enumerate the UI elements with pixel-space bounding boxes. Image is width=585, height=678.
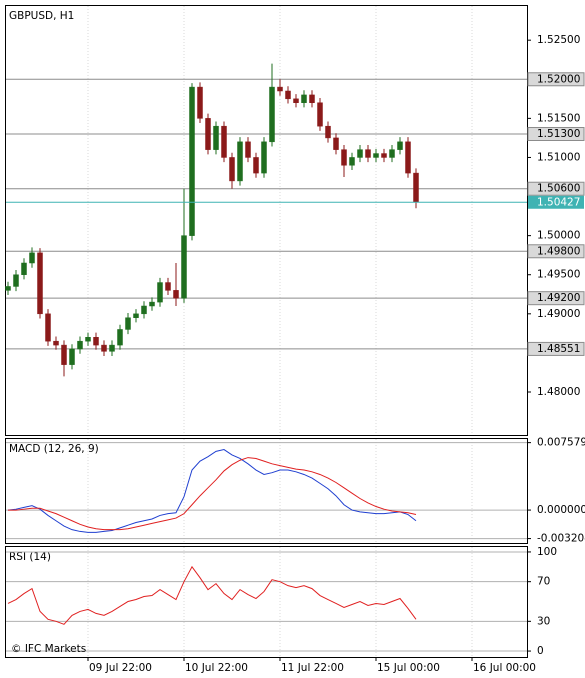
candle-body <box>13 274 19 287</box>
candle-body <box>117 329 123 346</box>
candle-body <box>221 125 227 158</box>
y-tick-label: 0 <box>537 645 544 657</box>
candle-body <box>189 86 195 236</box>
candle-body <box>389 149 395 158</box>
candle-body <box>181 235 187 299</box>
price-panel <box>5 5 528 436</box>
candle-body <box>317 102 323 127</box>
series-line <box>7 449 417 533</box>
level-label: 1.49200 <box>537 292 580 304</box>
candle-body <box>341 149 347 166</box>
level-label-box <box>527 291 585 306</box>
candle-body <box>333 137 339 150</box>
candle-body <box>61 344 67 365</box>
candle-body <box>405 141 411 174</box>
candle-body <box>293 98 299 103</box>
watermark: © IFC Markets <box>11 643 86 655</box>
candle-body <box>45 313 51 342</box>
y-tick-label: 0.007579 <box>537 437 585 449</box>
candle-body <box>157 282 163 303</box>
level-label: 1.52000 <box>537 73 580 85</box>
candle-body <box>109 344 115 352</box>
level-label-box <box>527 341 585 356</box>
macd-panel <box>5 438 528 544</box>
x-tick-label: 16 Jul 00:00 <box>473 662 536 674</box>
y-tick-label: 1.50000 <box>537 230 580 242</box>
level-label: 1.48551 <box>537 343 580 355</box>
candle-body <box>141 305 147 315</box>
x-tick-label: 09 Jul 22:00 <box>89 662 152 674</box>
candle-body <box>133 313 139 318</box>
candle-body <box>173 290 179 299</box>
y-tick-label: 1.49000 <box>537 308 580 320</box>
candle-body <box>365 149 371 158</box>
candle-body <box>277 86 283 92</box>
candle-body <box>413 172 419 203</box>
candle-body <box>285 90 291 100</box>
candle-body <box>373 153 379 158</box>
series-line <box>8 457 417 531</box>
level-label: 1.51300 <box>537 128 580 140</box>
level-label-box <box>527 72 585 87</box>
candle-body <box>357 149 363 158</box>
y-tick-label: 0.000000 <box>537 504 585 516</box>
panel-title: GBPUSD, H1 <box>9 10 74 22</box>
candle-body <box>309 94 315 103</box>
y-tick-label: 70 <box>537 576 550 588</box>
y-tick-label: 1.52500 <box>537 34 580 46</box>
y-tick-label: -0.003204 <box>537 533 585 545</box>
x-tick-label: 10 Jul 22:00 <box>185 662 248 674</box>
level-label: 1.50600 <box>537 183 580 195</box>
candle-body <box>349 157 355 166</box>
y-tick-label: 1.48000 <box>537 386 580 398</box>
candle-body <box>29 252 35 264</box>
candle-body <box>301 94 307 103</box>
level-label-box <box>527 127 585 141</box>
candle-body <box>101 344 107 352</box>
candle-body <box>165 282 171 291</box>
y-tick-label: 100 <box>537 546 557 558</box>
panel-title: MACD (12, 26, 9) <box>9 443 99 455</box>
candle-body <box>205 118 211 150</box>
candle-body <box>237 141 243 182</box>
panel-title: RSI (14) <box>9 551 51 563</box>
candle-body <box>77 340 83 350</box>
y-tick-label: 1.49500 <box>537 269 580 281</box>
candle-body <box>125 317 131 330</box>
candle-body <box>381 153 387 158</box>
series-line <box>7 565 417 625</box>
candle-body <box>229 157 235 182</box>
candle-body <box>253 157 259 174</box>
candle-body <box>245 141 251 158</box>
candle-body <box>149 301 155 307</box>
y-tick-label: 30 <box>537 615 550 627</box>
y-tick-label: 1.51500 <box>537 112 580 124</box>
candle-body <box>21 262 27 275</box>
candle-body <box>213 125 219 150</box>
candle-body <box>85 337 91 342</box>
candle-body <box>397 141 403 150</box>
rsi-panel <box>5 546 528 658</box>
level-label: 1.49800 <box>537 245 580 257</box>
candle-body <box>261 141 267 174</box>
candle-body <box>69 348 75 365</box>
candle-body <box>325 125 331 139</box>
candle-body <box>5 286 11 291</box>
level-label-box <box>527 181 585 196</box>
candle-body <box>197 86 203 119</box>
x-tick-label: 11 Jul 22:00 <box>281 662 344 674</box>
candle-body <box>53 340 59 346</box>
y-tick-label: 1.51000 <box>537 151 580 163</box>
x-tick-label: 15 Jul 00:00 <box>377 662 440 674</box>
current-price-box <box>528 195 584 209</box>
candle-body <box>93 337 99 346</box>
candle-body <box>37 252 43 315</box>
level-label-box <box>527 244 585 259</box>
current-price-label: 1.50427 <box>537 196 580 208</box>
candle-body <box>269 86 275 143</box>
